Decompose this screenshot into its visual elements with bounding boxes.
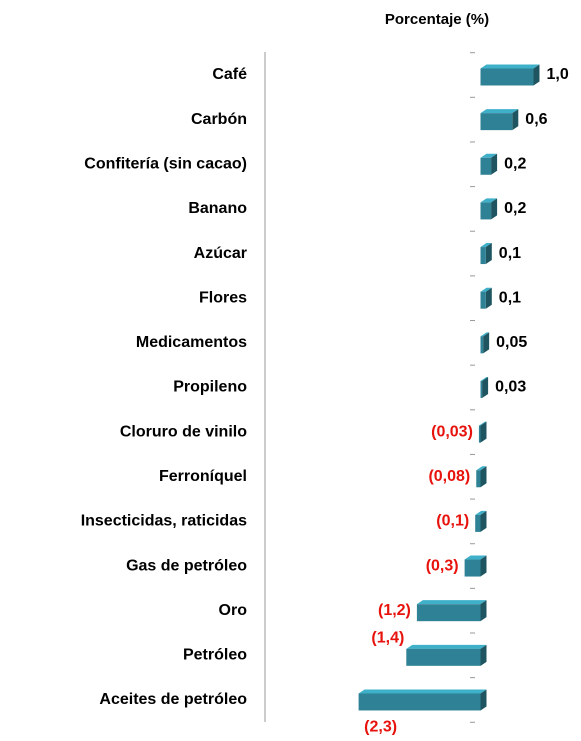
axis-title: Porcentaje (%): [385, 11, 489, 28]
data-label: 0,2: [504, 155, 526, 172]
y-tick-label: Petróleo: [183, 647, 247, 664]
bar: [480, 332, 490, 354]
bar: [480, 64, 540, 86]
data-label: 0,2: [504, 200, 526, 217]
bar: [475, 510, 487, 532]
bar: [480, 243, 492, 265]
y-tick-label: Propileno: [173, 379, 247, 396]
y-tick-label: Cloruro de vinilo: [120, 423, 247, 440]
data-label: (1,2): [378, 602, 411, 619]
y-tick-label: Carbón: [191, 111, 247, 128]
bar: [464, 555, 487, 577]
bar: [480, 376, 489, 398]
y-tick-label: Banano: [188, 200, 247, 217]
y-tick-label: Gas de petróleo: [126, 557, 247, 574]
bar: [480, 109, 519, 131]
y-tick-label: Insecticidas, raticidas: [81, 513, 247, 530]
y-tick-label: Oro: [219, 602, 248, 619]
bar: [416, 600, 487, 622]
y-tick-label: Aceites de petróleo: [99, 691, 247, 708]
data-label: (1,4): [371, 630, 404, 647]
data-label: 0,05: [496, 334, 527, 351]
y-tick-label: Flores: [199, 289, 247, 306]
bar: [478, 421, 487, 443]
data-label: 0,03: [495, 379, 526, 396]
data-label: 0,1: [499, 289, 521, 306]
data-label: (0,3): [426, 557, 459, 574]
data-label: (0,1): [436, 513, 469, 530]
y-tick-label: Café: [212, 66, 247, 83]
y-tick-label: Confitería (sin cacao): [84, 155, 247, 172]
data-label: 0,6: [525, 111, 547, 128]
data-label: (0,03): [431, 423, 473, 440]
bar: [406, 644, 487, 666]
bar: [480, 198, 498, 220]
bar: [476, 466, 487, 488]
y-tick-label: Azúcar: [194, 245, 247, 262]
data-label: (2,3): [364, 719, 397, 736]
data-label: 0,1: [499, 245, 521, 262]
bar: [480, 153, 498, 175]
data-label: 1,0: [547, 66, 569, 83]
bar: [480, 287, 492, 309]
data-label: (0,08): [428, 468, 470, 485]
y-tick-label: Medicamentos: [136, 334, 247, 351]
bar: [358, 689, 487, 711]
y-tick-label: Ferroníquel: [159, 468, 247, 485]
